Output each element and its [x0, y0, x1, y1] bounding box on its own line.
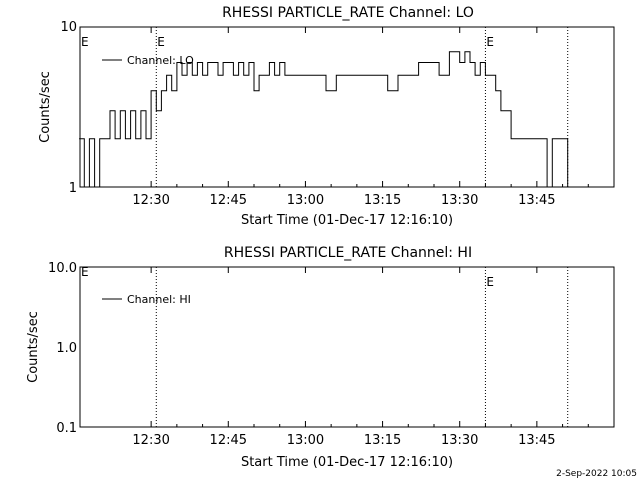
x-ticks-lo: 12:30 12:45 13:00 13:15 13:30 13:45 [132, 27, 589, 208]
event-marker-label-lo-left: E [81, 35, 89, 49]
y-axis-label-hi: Counts/sec [26, 311, 41, 383]
x-tick-label-lo-3: 13:15 [364, 193, 401, 208]
plot-frame-lo [79, 26, 615, 188]
x-tick-label-lo-0: 12:30 [132, 193, 169, 208]
y-tick-label-hi-10.0: 10.0 [48, 261, 77, 276]
y-tick-label-hi-0.1: 0.1 [56, 421, 77, 436]
x-ticks-hi: 12:30 12:45 13:00 13:15 13:30 13:45 [132, 267, 589, 448]
x-tick-label-lo-2: 13:00 [287, 193, 324, 208]
series-line-lo [79, 51, 569, 188]
x-tick-label-hi-0: 12:30 [132, 433, 169, 448]
x-tick-label-lo-5: 13:45 [518, 193, 555, 208]
chart-title-lo: RHESSI PARTICLE_RATE Channel: LO [222, 5, 474, 21]
x-tick-label-hi-2: 13:00 [287, 433, 324, 448]
chart-title-hi: RHESSI PARTICLE_RATE Channel: HI [224, 245, 472, 261]
x-tick-label-hi-4: 13:30 [441, 433, 478, 448]
x-tick-label-lo-1: 12:45 [210, 193, 247, 208]
legend-label-hi: Channel: HI [127, 293, 191, 306]
x-tick-label-hi-3: 13:15 [364, 433, 401, 448]
x-tick-label-hi-5: 13:45 [518, 433, 555, 448]
panel-lo: RHESSI PARTICLE_RATE Channel: LO Counts/… [38, 5, 615, 228]
x-tick-label-lo-4: 13:30 [441, 193, 478, 208]
event-lines-hi: E [155, 267, 569, 427]
x-tick-label-hi-1: 12:45 [210, 433, 247, 448]
x-axis-label-hi: Start Time (01-Dec-17 12:16:10) [241, 455, 453, 470]
y-tick-label-lo-10: 10 [60, 20, 77, 35]
y-axis-label-lo: Counts/sec [38, 71, 53, 143]
panel-hi: RHESSI PARTICLE_RATE Channel: HI Counts/… [26, 245, 615, 470]
legend-label-lo: Channel: LO [127, 54, 194, 67]
plot-frame-hi [79, 266, 615, 428]
event-marker-label-lo-1: E [486, 35, 494, 49]
y-tick-label-hi-1.0: 1.0 [56, 341, 77, 356]
x-axis-label-lo: Start Time (01-Dec-17 12:16:10) [241, 213, 453, 228]
event-marker-label-hi-left: E [81, 265, 89, 279]
y-tick-label-lo-1: 1 [69, 181, 77, 196]
footer-timestamp: 2-Sep-2022 10:05 [556, 469, 637, 479]
event-marker-label-lo-0: E [157, 35, 165, 49]
event-marker-label-hi-1: E [486, 275, 494, 289]
